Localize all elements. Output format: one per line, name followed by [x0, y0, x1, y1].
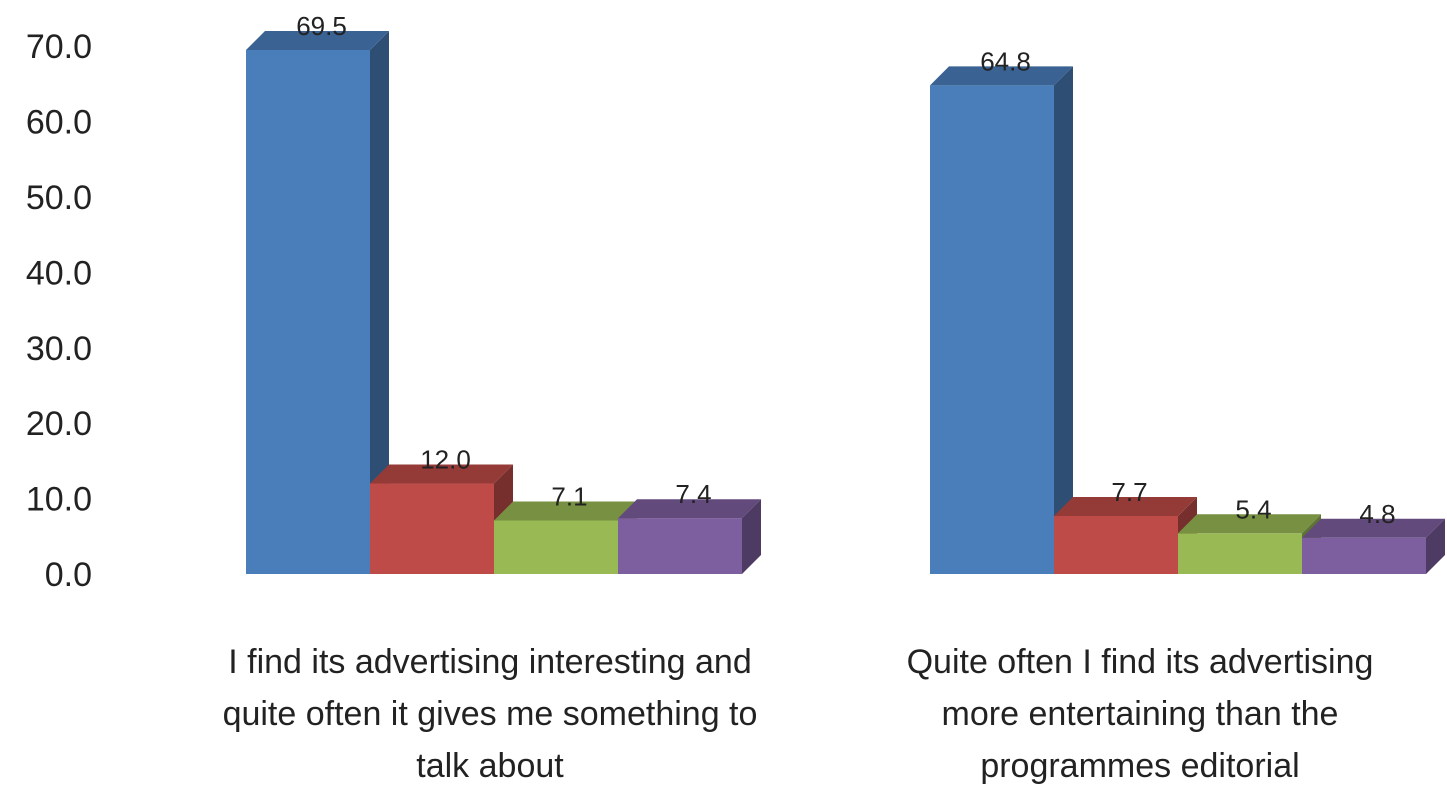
bar-front-0-3 — [618, 518, 742, 574]
y-tick-label-2: 20.0 — [26, 405, 92, 443]
data-label-1-3: 4.8 — [1359, 499, 1395, 529]
bar-front-1-3 — [1302, 537, 1426, 574]
bar-front-1-1 — [1054, 515, 1178, 574]
bar-0-2 — [494, 501, 637, 574]
bar-top-1-0 — [930, 66, 1073, 86]
bar-front-0-2 — [494, 520, 618, 574]
data-label-1-1: 7.7 — [1111, 477, 1147, 507]
bar-front-0-1 — [370, 483, 494, 574]
bar-side-0-0 — [370, 30, 389, 575]
data-label-0-3: 7.4 — [675, 479, 711, 509]
data-label-0-0: 69.5 — [296, 11, 347, 41]
bar-top-0-0 — [246, 30, 389, 50]
data-label-0-1: 12.0 — [420, 445, 471, 475]
category-label-0-line-0: I find its advertising interesting and — [228, 643, 752, 681]
bar-0-3 — [618, 499, 761, 574]
bar-top-1-1 — [1054, 496, 1197, 516]
bar-0-1 — [370, 464, 513, 574]
y-tick-label-5: 50.0 — [26, 179, 92, 217]
y-tick-label-6: 60.0 — [26, 104, 92, 142]
category-label-0-line-1: quite often it gives me something to — [222, 695, 758, 733]
bar-0-0 — [246, 30, 389, 575]
data-label-1-0: 64.8 — [980, 46, 1031, 76]
bar-side-1-3 — [1426, 518, 1445, 574]
bar-front-1-2 — [1178, 533, 1302, 574]
category-label-0-line-2: talk about — [416, 747, 564, 785]
bar-group-0: 69.5 12.0 7.1 7.4 — [246, 11, 761, 575]
category-label-1: Quite often I find its advertising more … — [840, 636, 1440, 792]
bar-1-1 — [1054, 496, 1197, 574]
bar-1-2 — [1178, 514, 1321, 574]
bar-top-0-3 — [618, 499, 761, 519]
bar-front-1-0 — [930, 85, 1054, 575]
y-tick-label-0: 0.0 — [45, 556, 92, 594]
data-label-0-2: 7.1 — [551, 481, 587, 511]
category-label-1-line-1: more entertaining than the — [941, 695, 1339, 733]
bar-top-1-2 — [1178, 514, 1321, 534]
bar-front-0-0 — [246, 49, 370, 575]
bar-side-1-0 — [1054, 66, 1073, 575]
bar-top-1-3 — [1302, 518, 1445, 538]
bar-top-0-2 — [494, 501, 637, 521]
category-label-0: I find its advertising interesting and q… — [130, 636, 850, 792]
y-tick-label-7: 70.0 — [26, 28, 92, 66]
bar-group-1: 64.8 7.7 5.4 4.8 — [930, 46, 1445, 575]
bar-1-0 — [930, 66, 1073, 575]
y-tick-label-4: 40.0 — [26, 254, 92, 292]
bar-side-0-3 — [742, 499, 761, 574]
y-tick-label-3: 30.0 — [26, 330, 92, 368]
category-label-1-line-2: programmes editorial — [980, 747, 1300, 785]
bar-top-0-1 — [370, 464, 513, 484]
y-tick-label-1: 10.0 — [26, 481, 92, 519]
bar-1-3 — [1302, 518, 1445, 574]
data-label-1-2: 5.4 — [1235, 494, 1271, 524]
category-label-1-line-0: Quite often I find its advertising — [906, 643, 1374, 681]
